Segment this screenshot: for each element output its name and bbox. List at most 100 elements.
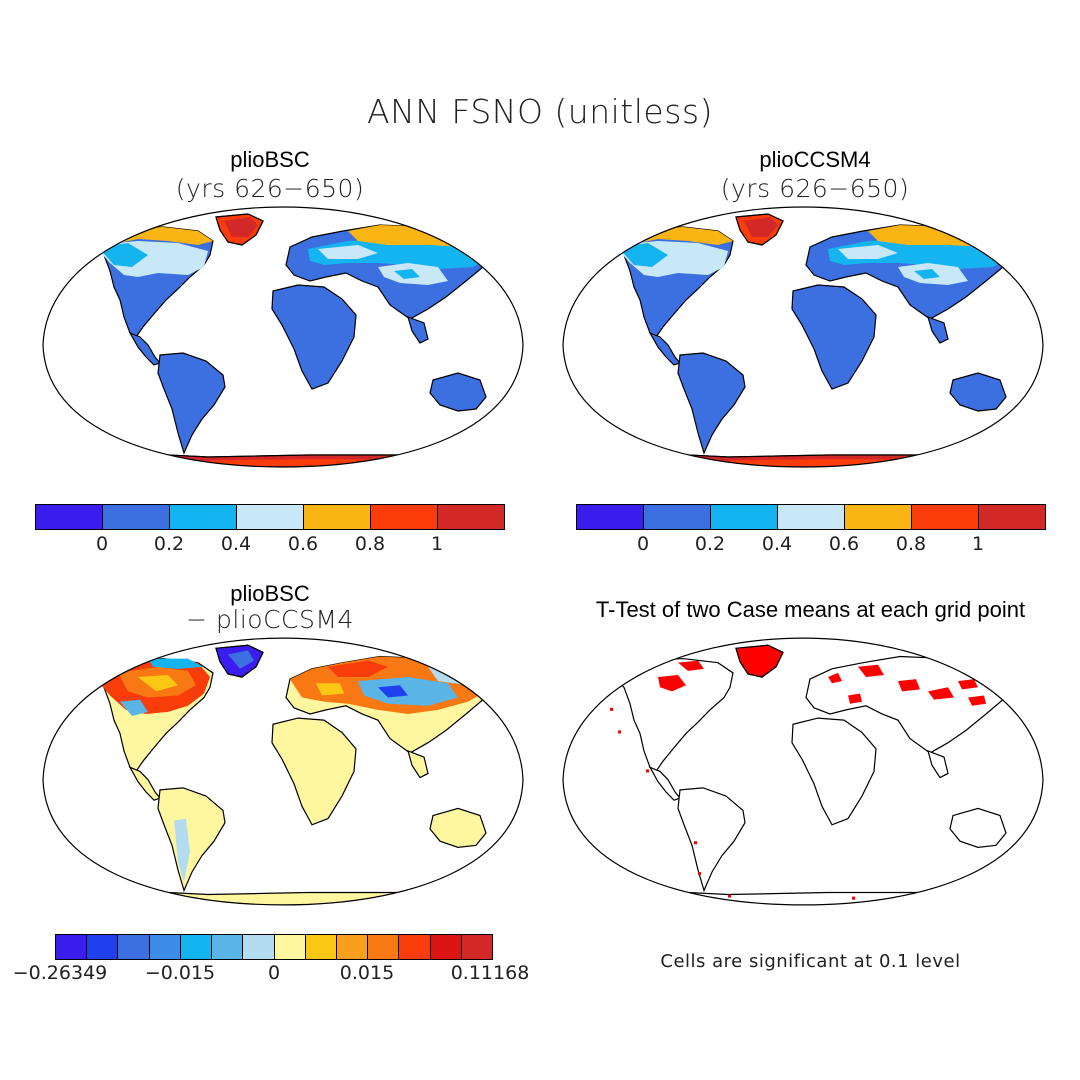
colorbar-diff-swatch bbox=[274, 935, 306, 959]
colorbar-main-swatch bbox=[979, 505, 1045, 529]
significant-cell-dot bbox=[646, 769, 649, 773]
anomaly-na-yellow bbox=[138, 674, 178, 692]
landmass-africa bbox=[791, 717, 877, 826]
map-ttest bbox=[562, 637, 1044, 906]
map-difference bbox=[42, 637, 524, 906]
colorbar-main-swatch bbox=[304, 505, 371, 529]
colorbar-diff-tick-label: −0.015 bbox=[144, 962, 216, 984]
landmass-samerica bbox=[157, 787, 226, 893]
colorbar-plioCCSM4 bbox=[576, 504, 1046, 530]
colorbar-main-tick-label: 1 bbox=[971, 533, 985, 555]
landmass-namerica bbox=[609, 657, 734, 773]
colorbar-main-swatch bbox=[36, 505, 103, 529]
eurasia-snow-light bbox=[318, 245, 378, 259]
anomaly-arctic-blue bbox=[148, 658, 203, 669]
significant-cells bbox=[958, 679, 978, 690]
colorbar-main-swatch bbox=[170, 505, 237, 529]
landmass-samerica bbox=[677, 787, 746, 893]
landmass-antarctica bbox=[97, 891, 508, 905]
anomaly-eurasia-dark bbox=[378, 685, 408, 698]
colorbar-main-tick-label: 0 bbox=[636, 533, 650, 555]
colorbar-diff-swatch bbox=[305, 935, 337, 959]
panel-subtitle-top-right: (yrs 626−650) bbox=[720, 174, 910, 203]
colorbar-main-swatch bbox=[237, 505, 304, 529]
map-border bbox=[42, 637, 524, 906]
map-border bbox=[562, 206, 1044, 468]
landmass-australia bbox=[429, 372, 487, 412]
landmass-africa bbox=[791, 284, 877, 390]
colorbar-main-swatch bbox=[845, 505, 912, 529]
significant-cells bbox=[848, 693, 862, 704]
snow-band-mid bbox=[98, 243, 148, 267]
figure-title: ANN FSNO (unitless) bbox=[367, 92, 713, 131]
colorbar-main-swatch bbox=[778, 505, 845, 529]
colorbar-diff-swatch bbox=[430, 935, 462, 959]
significant-cells bbox=[614, 666, 636, 680]
colorbar-main-swatch bbox=[371, 505, 438, 529]
colorbar-main-tick-label: 1 bbox=[430, 533, 444, 555]
greenland-outline bbox=[735, 644, 784, 678]
colorbar-diff-swatch bbox=[56, 935, 88, 959]
landmass-seasia bbox=[927, 316, 949, 344]
significant-cell-dot bbox=[728, 894, 731, 898]
significant-cells bbox=[988, 670, 1004, 682]
colorbar-diff-tick-label: −0.26349 bbox=[12, 962, 108, 984]
landmass-australia bbox=[949, 372, 1007, 412]
colorbar-diff-tick-label: 0.11168 bbox=[450, 962, 530, 984]
panel-subtitle-top-left: (yrs 626−650) bbox=[175, 174, 365, 203]
anomaly-greenland-inner bbox=[228, 650, 254, 669]
colorbar-diff-tick-label: 0.015 bbox=[339, 962, 395, 984]
colorbar-main-swatch bbox=[577, 505, 644, 529]
colorbar-main-swatch bbox=[438, 505, 504, 529]
significant-cells bbox=[968, 695, 986, 706]
greenland-core bbox=[224, 217, 258, 237]
colorbar-main-tick-label: 0.6 bbox=[287, 533, 319, 555]
landmass-australia bbox=[949, 807, 1007, 848]
significant-cells bbox=[928, 687, 954, 700]
landmass-africa bbox=[271, 717, 357, 826]
colorbar-main-tick-label: 0.8 bbox=[895, 533, 927, 555]
greenland-core bbox=[744, 217, 778, 237]
anomaly-antarctica-dot bbox=[376, 900, 379, 904]
landmass-samerica bbox=[157, 352, 226, 455]
colorbar-diff-swatch bbox=[118, 935, 150, 959]
colorbar-main-tick-label: 0.4 bbox=[220, 533, 252, 555]
snow-band-mid bbox=[618, 243, 668, 267]
significant-cell-dot bbox=[852, 896, 855, 900]
anomaly-na-blue bbox=[120, 699, 148, 717]
colorbar-main-swatch bbox=[103, 505, 170, 529]
colorbar-diff-swatch bbox=[461, 935, 493, 959]
colorbar-main-tick-label: 0.4 bbox=[761, 533, 793, 555]
significance-note: Cells are significant at 0.1 level bbox=[660, 951, 961, 972]
colorbar-difference bbox=[55, 934, 493, 960]
tibet-snow-mid bbox=[914, 269, 940, 279]
colorbar-main-tick-label: 0.2 bbox=[694, 533, 726, 555]
colorbar-plioBSC bbox=[35, 504, 505, 530]
map-border bbox=[562, 637, 1044, 906]
significant-cells bbox=[736, 645, 783, 678]
colorbar-main-tick-label: 0.8 bbox=[354, 533, 386, 555]
significant-cells bbox=[898, 679, 920, 692]
colorbar-main-swatch bbox=[912, 505, 979, 529]
significant-cells bbox=[858, 664, 884, 678]
anomaly-europe-yellow bbox=[316, 683, 344, 696]
significant-cell-dot bbox=[618, 730, 621, 734]
colorbar-diff-tick-label: 0 bbox=[267, 962, 281, 984]
colorbar-diff-swatch bbox=[368, 935, 400, 959]
significant-cell-dot bbox=[968, 898, 971, 902]
significant-cells bbox=[678, 660, 704, 671]
map-border bbox=[42, 206, 524, 468]
map-plioCCSM4 bbox=[562, 206, 1044, 468]
panel-title-bottom-right: T-Test of two Case means at each grid po… bbox=[595, 597, 1026, 622]
anomaly-eurasia-red bbox=[328, 660, 388, 678]
tibet-snow-mid bbox=[394, 269, 420, 279]
landmass-seasia bbox=[407, 749, 429, 779]
colorbar-diff-swatch bbox=[336, 935, 369, 959]
significant-cells bbox=[828, 672, 842, 684]
significant-cells bbox=[658, 674, 686, 692]
colorbar-diff-swatch bbox=[87, 935, 119, 959]
landmass-seasia bbox=[407, 316, 429, 344]
landmass-antarctica bbox=[617, 891, 1028, 905]
antarctica-ice-inner bbox=[128, 459, 448, 467]
colorbar-diff-swatch bbox=[180, 935, 213, 959]
